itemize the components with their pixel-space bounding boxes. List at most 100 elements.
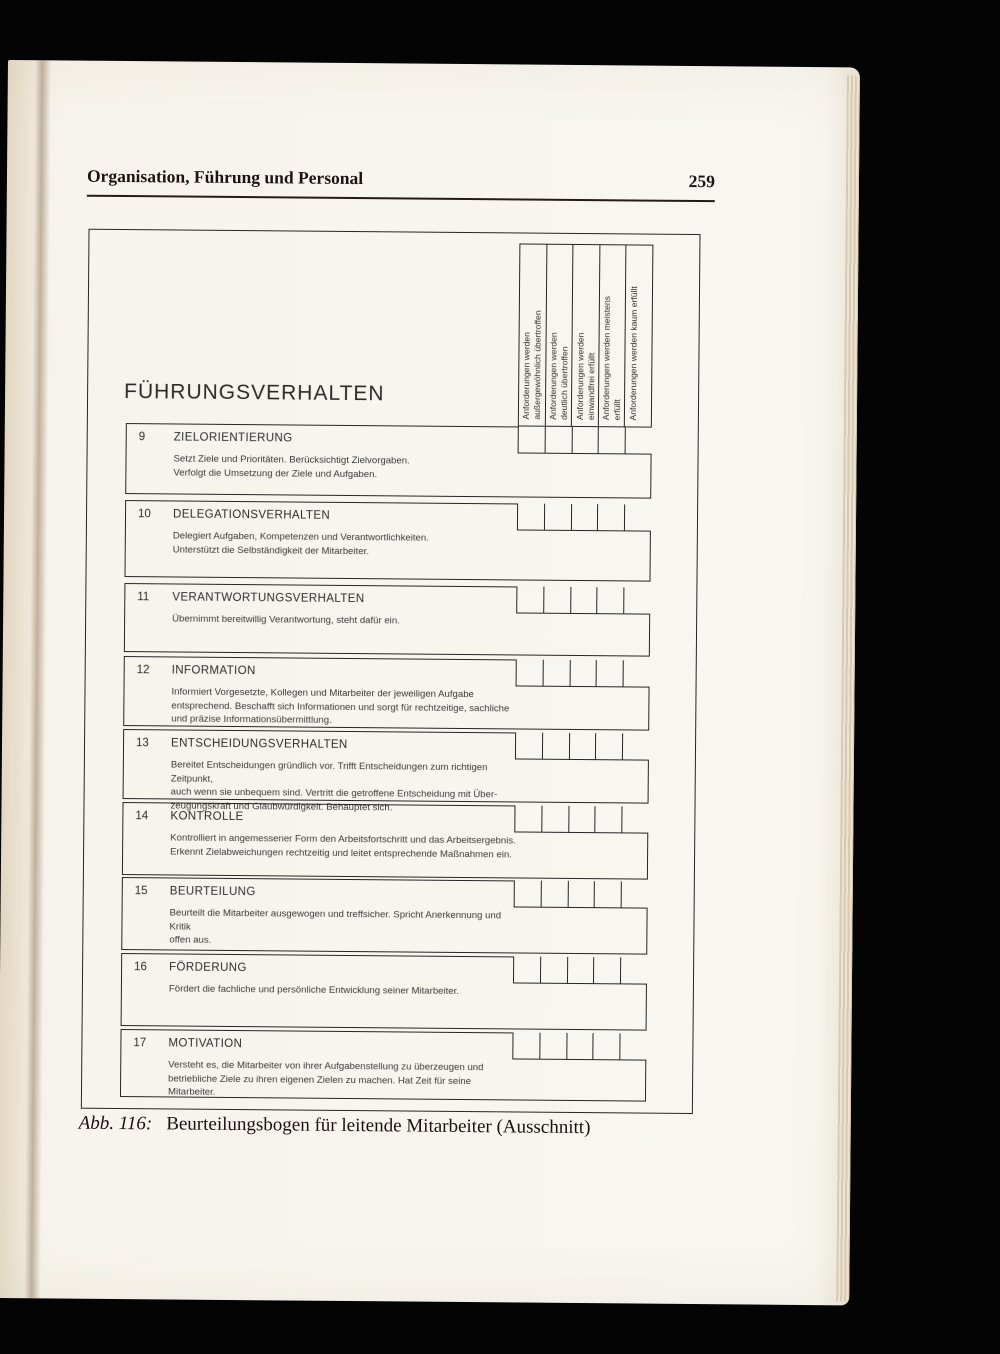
rating-checkbox-strip [516,586,651,615]
rating-cell [543,659,571,686]
form-title: FÜHRUNGSVERHALTEN [124,380,385,406]
rating-cell [595,806,623,833]
item-number: 13 [135,737,149,750]
item-description: Setzt Ziele und Prioritäten. Berücksicht… [173,453,410,480]
rating-cell [517,503,545,530]
form-row-information: 12 INFORMATION Informiert Vorgesetzte, K… [123,656,650,731]
form-row-zielorientierung: 9 ZIELORIENTIERUNG Setzt Ziele und Prior… [125,423,652,499]
rating-cell [518,426,546,453]
item-description: Beurteilt die Mitarbeiter ausgewogen und… [169,907,502,946]
figure-caption-label: Abb. 116: [78,1112,153,1135]
rating-cell [622,806,648,832]
item-number: 10 [137,508,151,521]
page-gutter-crease [24,60,51,1299]
rating-cell [595,881,623,908]
rating-cell [622,881,648,907]
rating-column-label: Anforderungen werden deutlich übertroffe… [547,332,569,420]
rating-cell [543,586,572,613]
form-row-delegationsverhalten: 10 DELEGATIONSVERHALTEN Delegiert Aufgab… [124,500,652,582]
form-row-kontrolle: 14 KONTROLLE Kontrolliert in angemessene… [121,802,649,880]
item-description: Fördert die fachliche und persönliche En… [168,983,460,997]
item-number: 14 [135,810,149,823]
form-row-beurteilung: 15 BEURTEILUNG Beurteilt die Mitarbeiter… [121,877,648,955]
rating-checkbox-strip [514,805,649,834]
rating-cell [566,1032,594,1060]
page-stack-edge [836,75,860,1302]
item-number: 9 [138,431,146,444]
page-number: 259 [688,170,716,192]
running-title: Organisation, Führung und Personal [86,165,364,189]
figure-caption: Abb. 116: Beurteilungsbogen für leitende … [79,1113,591,1139]
assessment-form-figure: FÜHRUNGSVERHALTEN Anforderungen werden a… [80,228,701,1115]
rating-cell [568,805,596,833]
rating-cell [540,956,568,983]
rating-cell [624,587,650,613]
rating-cell [515,732,543,759]
item-description: Delegiert Aufgaben, Kompetenzen und Vera… [172,530,429,557]
item-title: INFORMATION [171,664,256,678]
item-number: 15 [134,885,148,898]
item-title: DELEGATIONSVERHALTEN [172,508,331,522]
rating-cell [620,1033,646,1059]
rating-cell [568,880,596,908]
rating-cell [570,586,598,614]
rating-cell [540,1032,568,1059]
rating-cell [625,504,651,530]
item-number: 11 [137,591,150,604]
rating-checkbox-strip [512,956,648,985]
item-title: MOTIVATION [168,1037,243,1051]
item-number: 12 [136,664,150,677]
rating-cell [571,503,599,531]
rating-cell [597,587,625,614]
item-description: Übernimmt bereitwillig Verantwortung, st… [172,613,400,627]
rating-checkbox-strip [515,659,650,688]
rating-cell [596,733,624,760]
rating-checkbox-strip [517,426,652,455]
item-number: 16 [134,961,147,974]
form-row-foerderung: 16 FÖRDERUNG Fördert die fachliche und p… [120,953,648,1031]
rating-cell [515,805,543,832]
rating-cell [594,957,622,984]
rating-checkbox-strip [514,732,650,761]
rating-cell [593,1033,621,1060]
item-title: BEURTEILUNG [169,885,256,899]
item-description: Kontrolliert in angemessener Form den Ar… [170,832,516,861]
rating-column-label: Anforderungen werden kaum erfüllt [628,286,640,421]
item-title: ZIELORIENTIERUNG [173,431,293,445]
rating-column-label: Anforderungen werden außergewöhnlich übe… [520,310,543,420]
rating-cell [598,504,626,531]
rating-cell [569,732,597,760]
rating-checkbox-strip [513,880,648,909]
rating-cell [626,427,652,453]
rating-cell [513,1032,541,1059]
item-title: KONTROLLE [170,810,244,824]
rating-cell [513,956,541,983]
rating-cell [567,956,595,984]
rating-cell [598,427,627,454]
item-title: FÖRDERUNG [169,961,247,975]
rating-checkbox-strip [512,1032,647,1061]
rating-cell [542,805,570,832]
rating-cell [542,732,570,759]
page-header: Organisation, Führung und Personal 259 [87,166,715,192]
rating-cell [516,659,544,686]
item-number: 17 [133,1037,147,1050]
rating-cell [624,660,650,686]
rating-column-label: Anforderungen werden einwandfrei erfüllt [574,332,596,421]
rating-cell [570,659,598,687]
rating-cell [544,503,572,530]
rating-cell [572,426,600,454]
item-description: Informiert Vorgesetzte, Kollegen und Mit… [171,686,510,727]
item-title: VERANTWORTUNGSVERHALTEN [172,591,365,606]
item-title: ENTSCHEIDUNGSVERHALTEN [170,737,348,751]
rating-cell [621,957,647,983]
rating-cell [514,880,542,907]
rating-cell [517,586,545,613]
item-description: Versteht es, die Mitarbeiter von ihrer A… [167,1059,484,1099]
rating-cell [545,426,573,453]
form-row-entscheidungsverhalten: 13 ENTSCHEIDUNGSVERHALTEN Bereitet Entsc… [122,729,650,813]
rating-column-label: Anforderungen werden meistens erfüllt [601,295,623,421]
form-row-motivation: 17 MOTIVATION Versteht es, die Mitarbeit… [119,1029,647,1102]
book-page: Organisation, Führung und Personal 259 F… [0,60,860,1306]
